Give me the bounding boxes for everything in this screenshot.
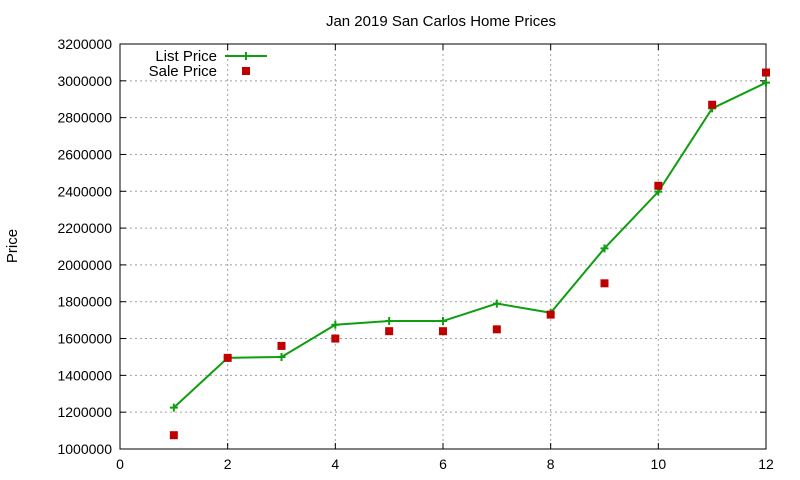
y-tick-label: 2800000 xyxy=(57,110,112,126)
legend-list-price-swatch xyxy=(225,52,267,60)
grid-lines xyxy=(120,44,766,449)
sale-price-point xyxy=(492,325,501,334)
y-tick-label: 3200000 xyxy=(57,36,112,52)
sale-price-point xyxy=(385,327,394,336)
x-tick-label: 0 xyxy=(116,456,124,472)
sale-price-point xyxy=(654,181,663,190)
x-tick-label: 12 xyxy=(758,456,774,472)
y-tick-label: 1200000 xyxy=(57,404,112,420)
x-tick-label: 8 xyxy=(547,456,555,472)
y-tick-label: 3000000 xyxy=(57,73,112,89)
list-price-point xyxy=(331,320,340,329)
list-price-point xyxy=(762,78,770,87)
list-price-point xyxy=(169,403,178,412)
sale-price-point xyxy=(546,310,555,319)
legend: List Price Sale Price xyxy=(149,48,267,80)
list-price-point xyxy=(385,317,394,326)
y-axis-label: Price xyxy=(4,229,21,263)
list-price-point xyxy=(600,244,609,253)
y-tick-label: 1000000 xyxy=(57,441,112,457)
sale-price-point xyxy=(439,327,447,336)
x-tick-label: 10 xyxy=(651,456,667,472)
list-price-point xyxy=(277,352,286,361)
y-tick-label: 2000000 xyxy=(57,257,112,273)
y-tick-label: 1800000 xyxy=(57,294,112,310)
y-tick-label: 1600000 xyxy=(57,331,112,347)
y-tick-labels: 1000000 1200000 1400000 1600000 1800000 20000… xyxy=(57,36,112,457)
sale-price-point xyxy=(331,334,340,343)
sale-price-point xyxy=(169,431,178,440)
list-price-point xyxy=(492,299,501,308)
sale-price-point xyxy=(600,279,609,288)
y-tick-label: 2400000 xyxy=(57,183,112,199)
y-tick-label: 2600000 xyxy=(57,146,112,162)
list-price-point xyxy=(439,317,447,326)
sale-price-point xyxy=(708,100,717,109)
legend-sale-price-swatch xyxy=(242,67,250,75)
y-tick-label: 2200000 xyxy=(57,220,112,236)
x-tick-label: 4 xyxy=(331,456,339,472)
list-price-line xyxy=(173,81,767,409)
legend-list-price-marker xyxy=(242,52,250,60)
x-tick-labels: 0 2 4 6 8 10 12 xyxy=(116,456,774,472)
sale-price-point xyxy=(277,341,286,350)
chart-title: Jan 2019 San Carlos Home Prices xyxy=(326,13,556,30)
legend-list-price-label: List Price xyxy=(155,48,217,65)
legend-sale-price-label: Sale Price xyxy=(149,63,217,80)
sale-price-point xyxy=(762,68,770,77)
legend-sale-price-marker xyxy=(242,67,250,75)
y-tick-label: 1400000 xyxy=(57,367,112,383)
x-tick-label: 6 xyxy=(439,456,447,472)
data-series xyxy=(169,68,770,440)
x-tick-label: 2 xyxy=(224,456,232,472)
sale-price-point xyxy=(223,353,232,362)
axis-ticks xyxy=(119,43,767,450)
